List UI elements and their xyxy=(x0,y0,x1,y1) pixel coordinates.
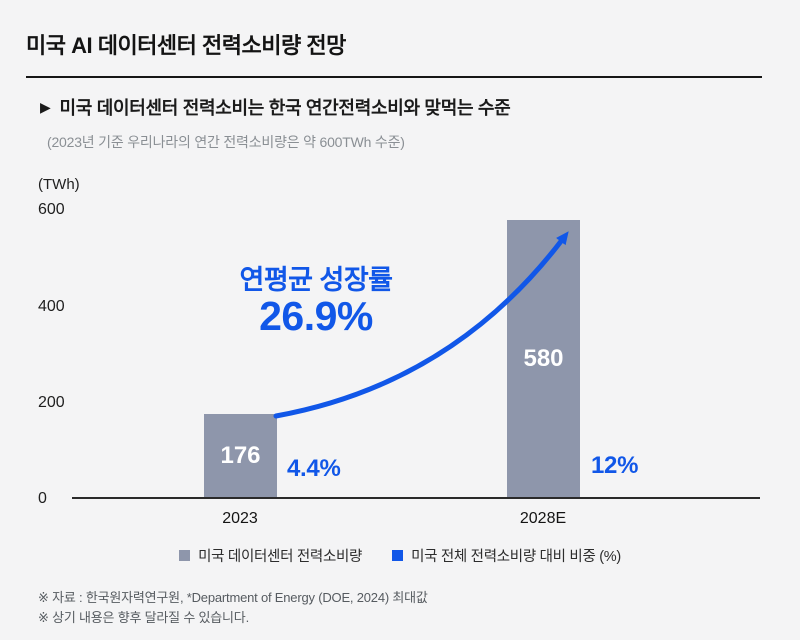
legend-item-consumption: 미국 데이터센터 전력소비량 xyxy=(179,545,362,566)
x-tick-2028e: 2028E xyxy=(519,510,567,527)
source-notes: ※ 자료 : 한국원자력연구원, *Department of Energy (… xyxy=(38,588,428,628)
title-divider xyxy=(26,76,762,78)
y-axis-unit-label: (TWh) xyxy=(38,176,80,193)
y-tick-600: 600 xyxy=(38,201,65,218)
bar-2023: 176 xyxy=(204,414,277,498)
chart-legend: 미국 데이터센터 전력소비량 미국 전체 전력소비량 대비 비중 (%) xyxy=(0,545,800,566)
share-2028e-value: 12% xyxy=(591,452,639,479)
source-note-line: ※ 자료 : 한국원자력연구원, *Department of Energy (… xyxy=(38,590,428,605)
x-tick-2023: 2023 xyxy=(222,510,258,527)
subtitle-text: 미국 데이터센터 전력소비는 한국 연간전력소비와 맞먹는 수준 xyxy=(59,98,511,118)
pointer-icon: ▶ xyxy=(40,99,51,115)
y-tick-200: 200 xyxy=(38,394,65,411)
chart-subtitle: ▶ 미국 데이터센터 전력소비는 한국 연간전력소비와 맞먹는 수준 xyxy=(40,94,511,120)
share-2023-value: 4.4% xyxy=(287,455,341,482)
bar-2023-value: 176 xyxy=(220,442,261,469)
bar-2028e-value: 580 xyxy=(523,345,564,372)
y-tick-400: 400 xyxy=(38,298,65,315)
disclaimer-line: ※ 상기 내용은 향후 달라질 수 있습니다. xyxy=(38,610,249,625)
y-tick-0: 0 xyxy=(38,490,47,507)
legend-label-consumption: 미국 데이터센터 전력소비량 xyxy=(198,549,363,565)
x-axis-line xyxy=(72,497,760,499)
legend-label-share: 미국 전체 전력소비량 대비 비중 (%) xyxy=(411,549,621,565)
growth-rate-value: 26.9% xyxy=(259,293,373,339)
legend-swatch-bar-icon xyxy=(179,550,191,561)
legend-swatch-share-icon xyxy=(392,550,404,561)
bar-2028e: 580 xyxy=(507,220,580,498)
legend-item-share: 미국 전체 전력소비량 대비 비중 (%) xyxy=(392,545,621,566)
page-title: 미국 AI 데이터센터 전력소비량 전망 xyxy=(26,33,346,58)
growth-rate-label: 연평균 성장률 xyxy=(239,265,393,295)
subtitle-note: (2023년 기준 우리나라의 연간 전력소비량은 약 600TWh 수준) xyxy=(47,134,405,150)
